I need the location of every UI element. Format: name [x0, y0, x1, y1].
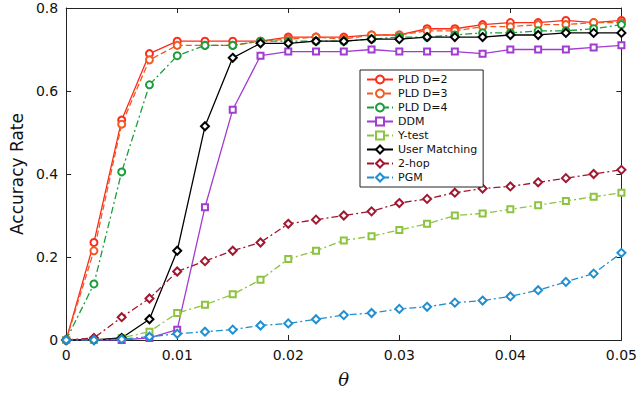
svg-text:0.03: 0.03	[384, 347, 415, 363]
svg-text:θ: θ	[338, 369, 349, 390]
svg-text:User Matching: User Matching	[398, 143, 477, 156]
svg-text:PLD D=3: PLD D=3	[398, 87, 447, 100]
svg-text:0.05: 0.05	[606, 347, 637, 363]
svg-text:0.01: 0.01	[162, 347, 193, 363]
svg-text:0.4: 0.4	[36, 166, 58, 182]
svg-text:Accuracy Rate: Accuracy Rate	[7, 113, 27, 235]
svg-text:0: 0	[62, 347, 71, 363]
svg-text:DDM: DDM	[398, 115, 424, 128]
svg-text:0.04: 0.04	[495, 347, 526, 363]
svg-text:2-hop: 2-hop	[398, 157, 430, 170]
svg-text:0.8: 0.8	[36, 0, 58, 16]
svg-text:0.2: 0.2	[36, 249, 58, 265]
svg-text:PLD D=4: PLD D=4	[398, 101, 447, 114]
svg-text:0.02: 0.02	[273, 347, 304, 363]
svg-text:PGM: PGM	[398, 171, 423, 184]
svg-text:0.6: 0.6	[36, 83, 58, 99]
svg-text:0: 0	[49, 332, 58, 348]
svg-text:PLD D=2: PLD D=2	[398, 73, 447, 86]
svg-text:Y-test: Y-test	[397, 129, 429, 142]
